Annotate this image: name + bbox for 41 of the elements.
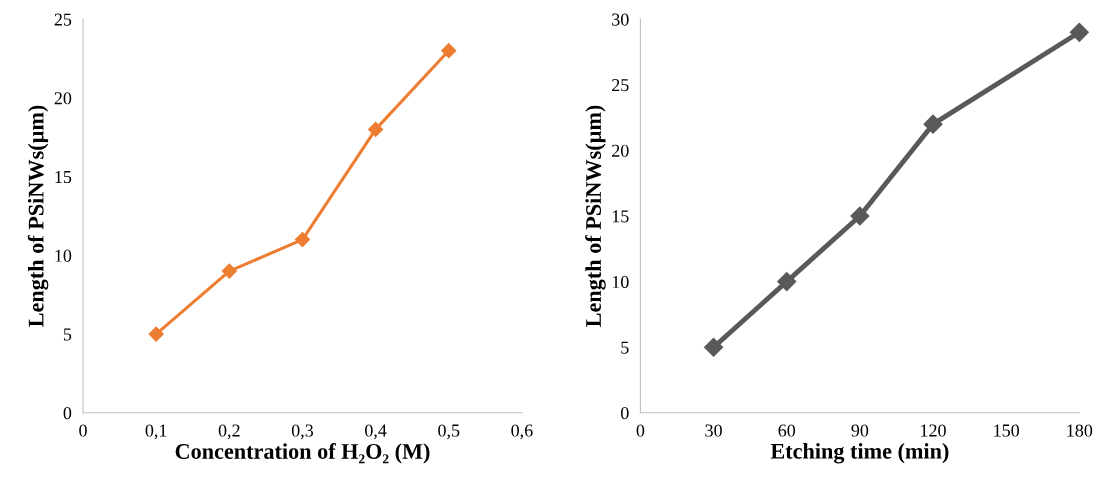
- x-tick-label: 0,5: [438, 424, 460, 440]
- x-tick-label: 90: [851, 424, 869, 437]
- x-tick-label: 180: [1067, 424, 1093, 437]
- y-tick-label: 20: [612, 144, 629, 157]
- x-tick-label: 0,1: [145, 424, 167, 440]
- point: [294, 232, 311, 248]
- point: [221, 263, 237, 279]
- x-tick-label: 120: [921, 424, 946, 437]
- point: [704, 337, 724, 357]
- x-tick-label: 30: [705, 424, 722, 437]
- y-tick-label: 30: [612, 13, 629, 26]
- y-tick-label: 10: [612, 275, 629, 289]
- x-tick-label: 0: [636, 424, 645, 437]
- point: [850, 206, 870, 226]
- y-tick-label: 20: [54, 92, 72, 105]
- y-tick-label: 5: [621, 341, 629, 354]
- point: [777, 272, 797, 292]
- x-axis-title: Concentration of H₂O₂ (M): [175, 443, 430, 464]
- x-tick-label: 0,6: [511, 424, 533, 440]
- y-tick-label: 15: [55, 170, 72, 184]
- y-tick-label: 25: [54, 13, 72, 26]
- y-tick-label: 5: [63, 328, 72, 341]
- y-tick-label: 10: [55, 249, 72, 262]
- point: [441, 43, 457, 59]
- x-tick-label: 0: [79, 424, 87, 437]
- point: [1069, 22, 1089, 42]
- y-axis-title: Length of PSiNWs(µm): [27, 105, 49, 327]
- y-tick-label: 0: [63, 407, 72, 420]
- x-tick-label: 0,3: [291, 424, 314, 440]
- x-tick-label: 60: [778, 424, 796, 437]
- y-axis-title: Length of PSiNWs(µm): [585, 105, 606, 327]
- point: [923, 114, 943, 134]
- point: [148, 326, 164, 342]
- x-tick-label: 0,2: [218, 424, 240, 440]
- x-tick-label: 150: [994, 424, 1020, 437]
- y-tick-label: 15: [612, 210, 629, 223]
- point: [368, 121, 384, 137]
- y-tick-label: 0: [620, 407, 629, 420]
- x-axis-title: Etching time (min): [770, 443, 949, 464]
- x-tick-label: 0,4: [365, 424, 387, 440]
- y-tick-label: 25: [612, 79, 629, 92]
